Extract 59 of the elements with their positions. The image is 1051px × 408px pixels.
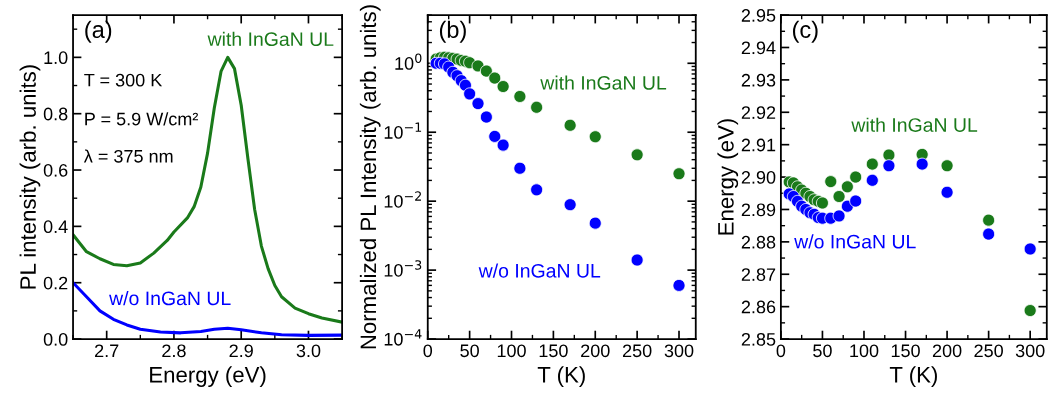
x-tick-label: 250 (974, 344, 1003, 358)
y-tick-label: 10$^{0}$ (395, 53, 422, 70)
y-tick-label: 0.4 (43, 220, 68, 234)
y-tick-label: 10$^{−4}$ (384, 329, 422, 346)
series-label: with InGaN UL (540, 75, 667, 90)
x-tick-label: 50 (813, 344, 832, 358)
y-axis-title: Normalized PL Intensity (arb. units) (359, 5, 381, 349)
y-tick-label: 2.90 (741, 171, 776, 184)
line-series (73, 55, 343, 324)
y-axis-title: Energy (eV) (717, 119, 739, 235)
y-tick-label: 2.88 (741, 235, 776, 249)
y-tick-label: 0.2 (43, 276, 68, 290)
y-tick-label: 2.86 (741, 300, 776, 314)
x-axis-title: Energy (eV) (150, 366, 266, 388)
annotation: (a) (85, 20, 112, 43)
y-tick-label: 2.93 (741, 73, 776, 87)
y-tick-label: 1.0 (44, 51, 68, 65)
y-tick-label: 2.94 (741, 41, 776, 55)
y-tick-label: 0.0 (43, 332, 68, 346)
x-tick-label: 200 (932, 344, 962, 358)
x-tick-label: 300 (664, 344, 694, 358)
x-tick-label: 150 (891, 344, 920, 358)
series-label: w/o InGaN UL (109, 290, 231, 306)
x-tick-label: 50 (460, 344, 479, 358)
y-tick-label: 2.95 (741, 9, 776, 22)
x-tick-label: 250 (622, 344, 652, 358)
series-label: with InGaN UL (207, 31, 334, 47)
x-axis-title: T (K) (889, 366, 937, 387)
annotation: T = 300 K (84, 73, 163, 87)
x-tick-label: 0 (423, 344, 433, 358)
y-tick-label: 2.91 (741, 138, 776, 152)
x-tick-label: 0 (776, 344, 786, 358)
y-axis-title: PL intensity (arb. units) (19, 65, 41, 289)
y-tick-label: 2.87 (741, 268, 776, 281)
y-tick-label: 2.92 (741, 106, 776, 119)
series-label: w/o InGaN UL (794, 234, 916, 249)
annotation: (b) (439, 20, 466, 43)
x-axis-title: T (K) (537, 366, 585, 387)
y-tick-label: 10$^{−3}$ (384, 260, 422, 277)
x-tick-label: 100 (850, 344, 879, 358)
y-tick-label: 0.6 (43, 163, 68, 177)
y-tick-label: 10$^{−1}$ (384, 122, 422, 139)
x-tick-label: 100 (497, 344, 526, 358)
x-tick-label: 2.7 (95, 344, 119, 357)
y-tick-label: 2.85 (741, 332, 776, 346)
y-tick-label: 0.8 (43, 107, 68, 121)
annotation: λ = 375 nm (83, 149, 173, 163)
x-tick-label: 2.8 (162, 344, 186, 358)
series-label: w/o InGaN UL (478, 263, 601, 278)
annotation: (c) (792, 20, 818, 43)
series-label: with InGaN UL (851, 117, 978, 132)
x-tick-label: 3.0 (296, 344, 321, 358)
annotation: P = 5.9 W/cm² (85, 112, 199, 126)
y-tick-label: 10$^{−2}$ (384, 191, 421, 208)
x-tick-label: 150 (539, 344, 568, 358)
y-tick-label: 2.89 (741, 203, 776, 217)
x-tick-label: 2.9 (229, 344, 253, 358)
x-tick-label: 200 (581, 344, 610, 358)
x-tick-label: 300 (1015, 344, 1045, 358)
